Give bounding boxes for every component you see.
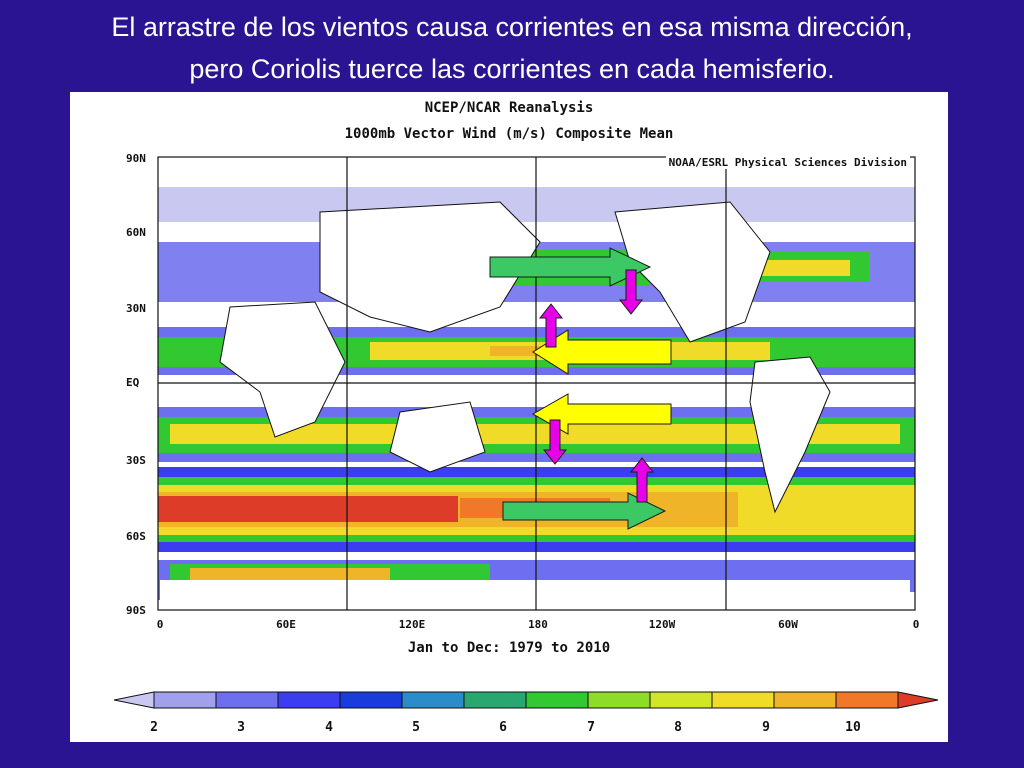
colorbar-label: 2 <box>150 720 158 735</box>
colorbar-swatch <box>401 691 465 709</box>
lon-label-0-east: 0 <box>912 618 920 631</box>
colorbar <box>113 691 939 709</box>
coriolis-arrow-2 <box>538 303 564 348</box>
colorbar-swatch <box>153 691 217 709</box>
lon-label-120w: 120W <box>648 618 676 631</box>
lon-label-180: 180 <box>528 618 548 631</box>
colorbar-swatch <box>339 691 403 709</box>
colorbar-swatch <box>773 691 837 709</box>
map-svg <box>113 156 939 709</box>
colorbar-swatch <box>649 691 713 709</box>
figure-title: NCEP/NCAR Reanalysis <box>424 100 594 116</box>
lon-label-60w: 60W <box>778 618 798 631</box>
colorbar-label: 5 <box>412 720 420 735</box>
coriolis-arrow-4 <box>629 457 655 503</box>
colorbar-swatch <box>277 691 341 709</box>
colorbar-swatch <box>711 691 775 709</box>
lon-label-60e: 60E <box>276 618 296 631</box>
colorbar-label: 6 <box>499 720 507 735</box>
map-grid <box>157 156 916 611</box>
annotation-arrows <box>489 247 672 530</box>
lat-label-60s: 60S <box>126 530 146 543</box>
coriolis-arrow-3 <box>542 419 568 465</box>
slide-title-line-1: El arrastre de los vientos causa corrien… <box>111 12 913 42</box>
trade-arrow-north <box>532 329 672 375</box>
coriolis-arrow-1 <box>618 269 644 315</box>
slide-title: El arrastre de los vientos causa corrien… <box>0 6 1024 90</box>
wind-figure: NCEP/NCAR Reanalysis 1000mb Vector Wind … <box>70 92 948 742</box>
lat-label-30n: 30N <box>126 302 146 315</box>
figure-subtitle: 1000mb Vector Wind (m/s) Composite Mean <box>344 126 674 142</box>
colorbar-swatch <box>463 691 527 709</box>
slide-title-line-2: pero Coriolis tuerce las corrientes en c… <box>189 54 835 84</box>
colorbar-label: 9 <box>762 720 770 735</box>
lat-label-90s: 90S <box>126 604 146 617</box>
westerly-arrow-south <box>502 492 667 530</box>
colorbar-label: 8 <box>674 720 682 735</box>
colorbar-label: 3 <box>237 720 245 735</box>
lon-label-0: 0 <box>156 618 164 631</box>
time-period: Jan to Dec: 1979 to 2010 <box>407 640 611 656</box>
colorbar-label: 7 <box>587 720 595 735</box>
lat-label-30s: 30S <box>126 454 146 467</box>
colorbar-swatch <box>835 691 899 709</box>
lat-label-90n: 90N <box>126 152 146 165</box>
lon-label-120e: 120E <box>398 618 426 631</box>
colorbar-swatch <box>525 691 589 709</box>
colorbar-label: 4 <box>325 720 333 735</box>
colorbar-swatch <box>215 691 279 709</box>
data-credit: NOAA/ESRL Physical Sciences Division <box>665 156 910 169</box>
colorbar-label: 10 <box>845 720 861 735</box>
colorbar-min-triangle <box>113 691 155 709</box>
colorbar-swatch <box>587 691 651 709</box>
colorbar-max-triangle <box>897 691 939 709</box>
lat-label-60n: 60N <box>126 226 146 239</box>
lat-label-eq: EQ <box>126 376 140 389</box>
